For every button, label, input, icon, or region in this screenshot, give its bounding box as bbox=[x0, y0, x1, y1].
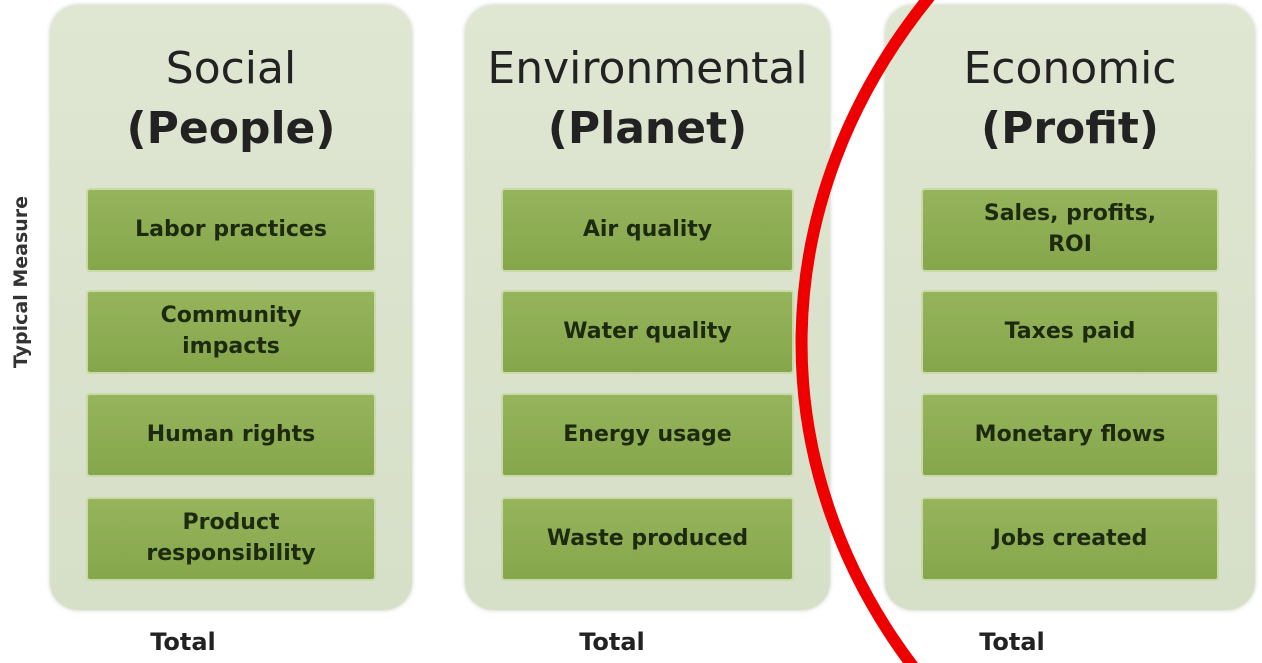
column-title: Environmental bbox=[487, 43, 808, 94]
column-panel: Economic (Profit) Sales, profits, ROI Taxes… bbox=[885, 5, 1255, 610]
column-panel: Social (People) Labor practices Community i… bbox=[50, 5, 412, 610]
measure-box: Product responsibility bbox=[86, 497, 376, 581]
measure-box: Labor practices bbox=[86, 188, 376, 272]
column-footer: Total bbox=[150, 628, 216, 656]
measure-box: Air quality bbox=[501, 188, 794, 272]
measure-box: Community impacts bbox=[86, 290, 376, 374]
measure-box: Monetary flows bbox=[921, 393, 1219, 477]
measure-box: Jobs created bbox=[921, 497, 1219, 581]
column-footer: Total bbox=[579, 628, 645, 656]
column-panel: Environmental (Planet) Air quality Water qu… bbox=[465, 5, 830, 610]
measure-box: Energy usage bbox=[501, 393, 794, 477]
column-title: Economic bbox=[963, 43, 1177, 94]
measure-box: Sales, profits, ROI bbox=[921, 188, 1219, 272]
measure-box: Water quality bbox=[501, 290, 794, 374]
column-subtitle: (Planet) bbox=[547, 103, 748, 154]
column-title: Social bbox=[165, 43, 297, 94]
column-subtitle: (People) bbox=[126, 103, 336, 154]
measure-box: Waste produced bbox=[501, 497, 794, 581]
side-label: Typical Measure bbox=[10, 195, 32, 369]
measure-box: Human rights bbox=[86, 393, 376, 477]
column-footer: Total bbox=[979, 628, 1045, 656]
column-subtitle: (Profit) bbox=[980, 103, 1160, 154]
measure-box: Taxes paid bbox=[921, 290, 1219, 374]
